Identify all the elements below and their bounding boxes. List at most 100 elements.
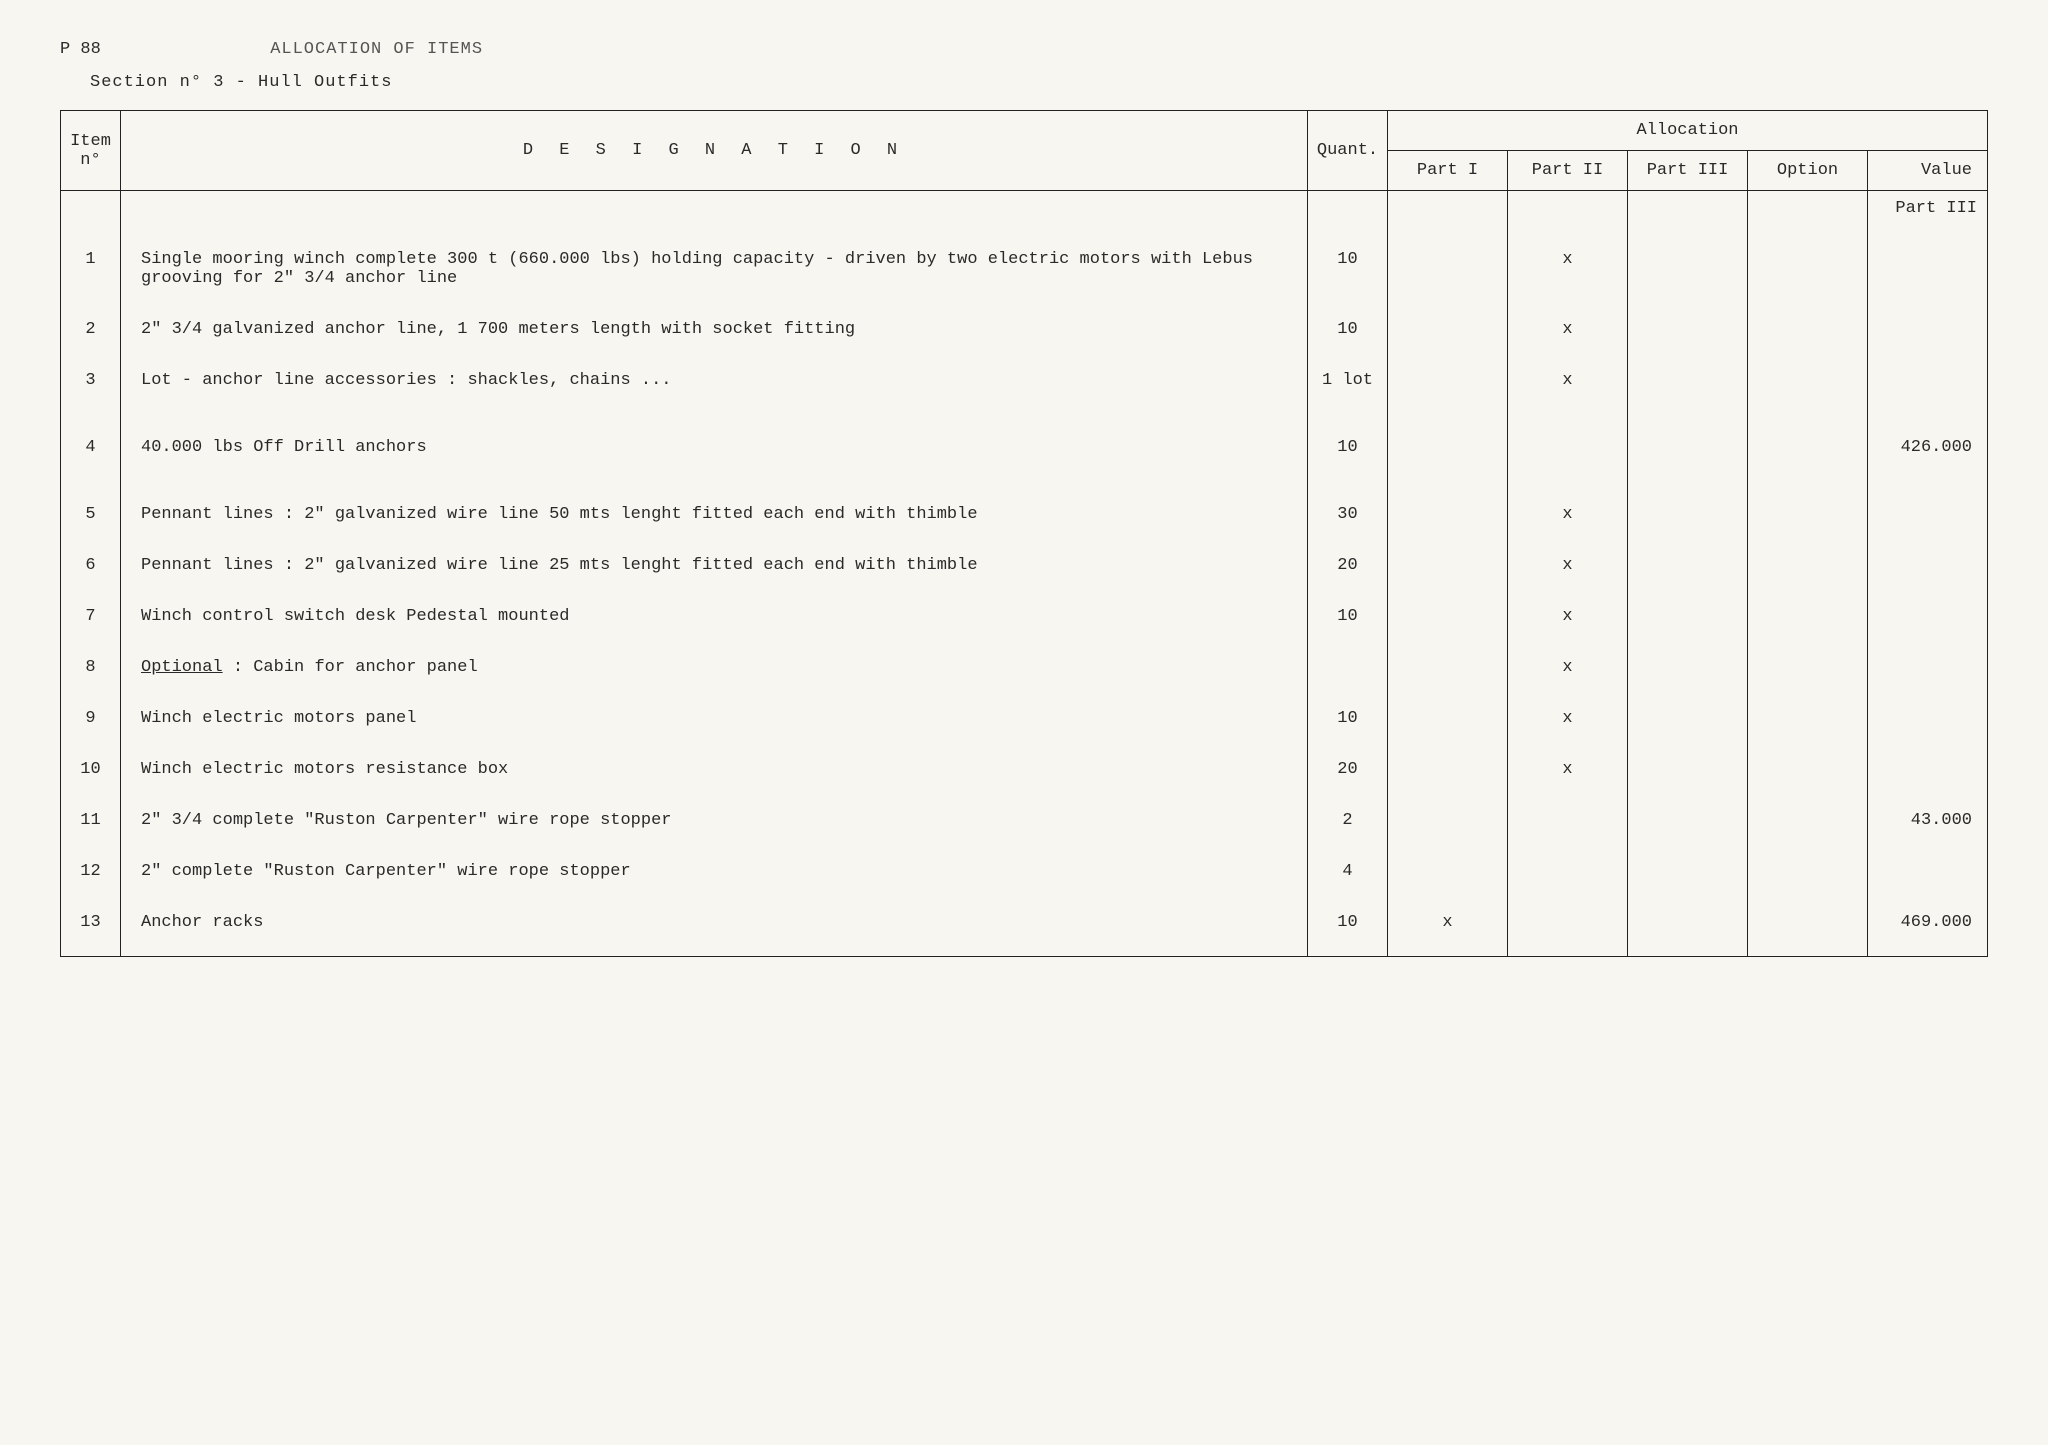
cell-part2: x [1508,363,1628,398]
cell-part1 [1388,312,1508,347]
cell-designation: Pennant lines : 2" galvanized wire line … [121,548,1308,583]
cell-quant: 10 [1308,905,1388,940]
cell-part1 [1388,701,1508,736]
table-row: 8Optional : Cabin for anchor panel x [61,650,1988,685]
cell-item-no: 7 [61,599,121,634]
table-row: 7Winch control switch desk Pedestal moun… [61,599,1988,634]
cell-part3 [1628,599,1748,634]
table-row: 9Winch electric motors panel10x [61,701,1988,736]
cell-item-no: 12 [61,854,121,889]
header-value: Value [1868,151,1988,191]
cell-option [1748,752,1868,787]
cell-part1 [1388,548,1508,583]
table-row: 13Anchor racks10x469.000 [61,905,1988,940]
cell-value [1868,701,1988,736]
cell-value [1868,312,1988,347]
table-row: 5Pennant lines : 2" galvanized wire line… [61,497,1988,532]
cell-part3 [1628,803,1748,838]
header-part2: Part II [1508,151,1628,191]
table-row: 112" 3/4 complete "Ruston Carpenter" wir… [61,803,1988,838]
cell-option [1748,548,1868,583]
cell-part2: x [1508,548,1628,583]
cell-designation: Pennant lines : 2" galvanized wire line … [121,497,1308,532]
cell-part3 [1628,854,1748,889]
cell-designation: Optional : Cabin for anchor panel [121,650,1308,685]
cell-part3 [1628,548,1748,583]
cell-part3 [1628,752,1748,787]
cell-quant: 1 lot [1308,363,1388,398]
cell-value: 426.000 [1868,430,1988,465]
cell-option [1748,363,1868,398]
cell-part3 [1628,430,1748,465]
cell-item-no: 6 [61,548,121,583]
table-row: 1Single mooring winch complete 300 t (66… [61,242,1988,296]
cell-value [1868,752,1988,787]
cell-quant: 20 [1308,548,1388,583]
cell-part1 [1388,650,1508,685]
cell-item-no: 9 [61,701,121,736]
table-row: 10Winch electric motors resistance box20… [61,752,1988,787]
cell-part3 [1628,650,1748,685]
cell-designation: Single mooring winch complete 300 t (660… [121,242,1308,296]
table-row: 22" 3/4 galvanized anchor line, 1 700 me… [61,312,1988,347]
cell-part1: x [1388,905,1508,940]
table-row: 6Pennant lines : 2" galvanized wire line… [61,548,1988,583]
cell-part2: x [1508,752,1628,787]
cell-option [1748,854,1868,889]
document-title: ALLOCATION OF ITEMS [270,40,483,59]
cell-option [1748,599,1868,634]
header-quant: Quant. [1308,111,1388,191]
cell-designation: Winch control switch desk Pedestal mount… [121,599,1308,634]
cell-value [1868,650,1988,685]
header-option: Option [1748,151,1868,191]
cell-part2: x [1508,599,1628,634]
cell-quant: 2 [1308,803,1388,838]
cell-item-no: 10 [61,752,121,787]
cell-option [1748,312,1868,347]
cell-option [1748,650,1868,685]
cell-quant: 10 [1308,701,1388,736]
cell-quant: 4 [1308,854,1388,889]
header-item-no: Item n° [61,111,121,191]
cell-part1 [1388,363,1508,398]
cell-part2 [1508,803,1628,838]
cell-option [1748,701,1868,736]
cell-part2: x [1508,242,1628,296]
cell-part3 [1628,905,1748,940]
cell-item-no: 11 [61,803,121,838]
table-row: 3Lot - anchor line accessories : shackle… [61,363,1988,398]
cell-designation: 2" 3/4 complete "Ruston Carpenter" wire … [121,803,1308,838]
cell-part3 [1628,312,1748,347]
cell-option [1748,242,1868,296]
cell-part3 [1628,363,1748,398]
cell-item-no: 5 [61,497,121,532]
cell-option [1748,905,1868,940]
cell-designation: Winch electric motors resistance box [121,752,1308,787]
header-part3: Part III [1628,151,1748,191]
cell-value [1868,854,1988,889]
cell-quant [1308,650,1388,685]
cell-item-no: 4 [61,430,121,465]
cell-part3 [1628,497,1748,532]
cell-designation: 2" complete "Ruston Carpenter" wire rope… [121,854,1308,889]
cell-item-no: 1 [61,242,121,296]
cell-item-no: 3 [61,363,121,398]
cell-quant: 10 [1308,599,1388,634]
cell-item-no: 8 [61,650,121,685]
cell-value: 469.000 [1868,905,1988,940]
cell-value [1868,363,1988,398]
cell-part2: x [1508,701,1628,736]
cell-part1 [1388,854,1508,889]
cell-quant: 10 [1308,430,1388,465]
cell-part2: x [1508,497,1628,532]
cell-value: 43.000 [1868,803,1988,838]
cell-part3 [1628,701,1748,736]
cell-part2: x [1508,650,1628,685]
cell-part1 [1388,803,1508,838]
cell-designation: Lot - anchor line accessories : shackles… [121,363,1308,398]
cell-part3 [1628,242,1748,296]
page-number: P 88 [60,40,260,59]
header-designation: D E S I G N A T I O N [121,111,1308,191]
cell-value [1868,242,1988,296]
cell-part1 [1388,497,1508,532]
